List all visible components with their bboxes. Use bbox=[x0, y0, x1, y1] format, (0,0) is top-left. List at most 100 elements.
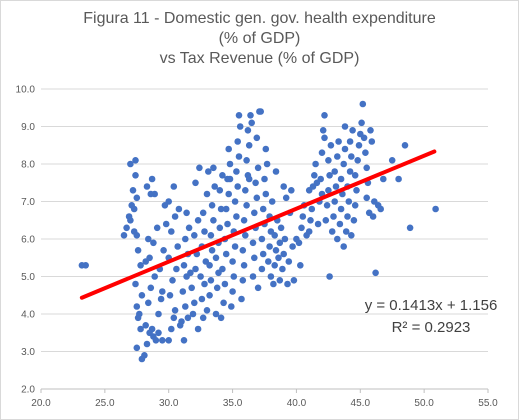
data-point bbox=[342, 228, 350, 235]
data-point bbox=[174, 243, 181, 250]
data-point bbox=[258, 235, 266, 243]
data-point bbox=[362, 149, 369, 156]
data-point bbox=[353, 187, 360, 194]
data-point bbox=[225, 190, 232, 198]
data-point bbox=[245, 142, 253, 149]
data-point bbox=[358, 119, 365, 127]
data-point bbox=[395, 175, 402, 183]
x-tick-label: 30.0 bbox=[159, 398, 179, 409]
trendline bbox=[79, 149, 437, 300]
data-point bbox=[325, 157, 332, 164]
data-point bbox=[355, 142, 363, 149]
data-point bbox=[120, 232, 128, 239]
data-point bbox=[132, 280, 139, 288]
data-point bbox=[337, 175, 345, 183]
data-point bbox=[197, 273, 204, 280]
data-point bbox=[257, 108, 265, 115]
data-point bbox=[182, 235, 189, 243]
data-point bbox=[280, 183, 288, 190]
data-point bbox=[254, 284, 262, 292]
data-point bbox=[188, 284, 195, 292]
data-point bbox=[245, 175, 253, 183]
data-point bbox=[346, 138, 354, 145]
data-point bbox=[137, 325, 144, 333]
data-point bbox=[147, 284, 155, 292]
data-point bbox=[242, 232, 249, 239]
chart-title-line-1: Figura 11 - Domestic gen. gov. health ex… bbox=[83, 10, 436, 27]
data-point bbox=[216, 187, 224, 194]
data-point bbox=[290, 277, 298, 284]
y-tick-label: 10.0 bbox=[16, 85, 36, 96]
data-point bbox=[217, 314, 225, 322]
data-point bbox=[308, 205, 316, 213]
data-point bbox=[288, 187, 295, 194]
data-point bbox=[132, 172, 139, 179]
data-point bbox=[170, 314, 178, 322]
data-point bbox=[239, 277, 247, 284]
data-point bbox=[337, 205, 345, 213]
data-point bbox=[244, 127, 252, 134]
data-point bbox=[229, 288, 236, 295]
data-point bbox=[348, 232, 355, 239]
data-point bbox=[359, 100, 367, 108]
data-point bbox=[196, 164, 203, 172]
data-point bbox=[243, 202, 250, 209]
data-point bbox=[166, 292, 174, 299]
data-point bbox=[221, 280, 229, 288]
data-point bbox=[129, 187, 137, 194]
data-point bbox=[354, 157, 362, 164]
data-point bbox=[179, 288, 187, 295]
data-point bbox=[165, 337, 172, 344]
data-point bbox=[351, 172, 359, 179]
data-point bbox=[182, 303, 189, 310]
data-point bbox=[160, 247, 167, 254]
data-point bbox=[226, 175, 234, 183]
data-point bbox=[199, 314, 207, 322]
data-point bbox=[224, 220, 231, 228]
data-point bbox=[251, 209, 258, 217]
tick-labels: 2.0 3.0 4.0 5.0 6.0 7.0 8.0 9.0 10.0 20.0 25.0 30.0… bbox=[16, 85, 499, 410]
data-point bbox=[222, 205, 230, 213]
data-point bbox=[192, 179, 199, 187]
data-point bbox=[133, 194, 141, 202]
data-point bbox=[259, 205, 267, 213]
data-point bbox=[344, 213, 351, 220]
data-point bbox=[284, 280, 291, 288]
data-point bbox=[267, 273, 275, 280]
data-point bbox=[341, 145, 349, 153]
y-tick-label: 3.0 bbox=[21, 347, 35, 358]
data-point bbox=[240, 217, 248, 224]
data-point bbox=[406, 224, 414, 232]
data-point bbox=[168, 325, 175, 333]
data-point bbox=[170, 183, 178, 190]
data-point bbox=[171, 213, 179, 220]
data-point bbox=[208, 202, 216, 209]
data-point bbox=[180, 337, 188, 344]
data-point bbox=[210, 164, 217, 172]
data-point bbox=[340, 243, 348, 250]
data-point bbox=[222, 250, 230, 258]
data-point bbox=[367, 127, 374, 134]
data-point bbox=[298, 224, 305, 232]
data-point bbox=[323, 202, 331, 209]
x-tick-label: 45.0 bbox=[351, 398, 371, 409]
x-tick-label: 55.0 bbox=[478, 398, 498, 409]
data-point bbox=[325, 187, 332, 194]
data-point bbox=[198, 295, 206, 303]
data-point bbox=[235, 112, 243, 119]
data-point bbox=[143, 340, 151, 348]
y-tick-label: 8.0 bbox=[21, 160, 35, 171]
data-point bbox=[251, 254, 258, 262]
data-point bbox=[205, 168, 212, 175]
data-point bbox=[219, 265, 226, 273]
data-point bbox=[271, 262, 279, 269]
x-tick-label: 40.0 bbox=[287, 398, 307, 409]
chart-title: Figura 11 - Domestic gen. gov. health ex… bbox=[1, 9, 518, 69]
data-point bbox=[162, 220, 170, 228]
data-point bbox=[233, 168, 240, 175]
data-point bbox=[276, 277, 284, 284]
data-point bbox=[272, 168, 280, 175]
data-point bbox=[281, 235, 289, 243]
